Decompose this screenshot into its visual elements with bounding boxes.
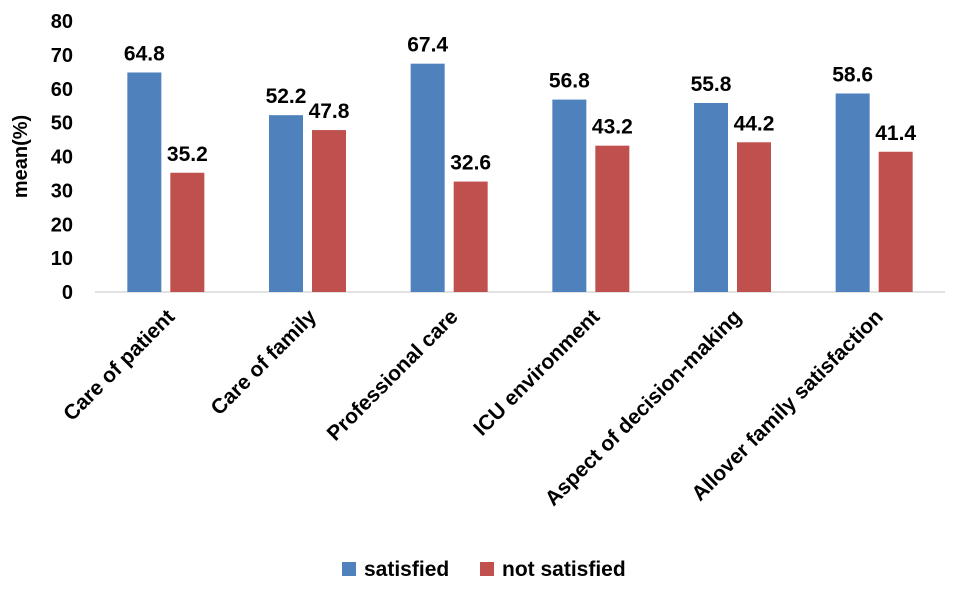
data-label: 35.2 — [167, 143, 208, 166]
data-label: 67.4 — [407, 34, 448, 57]
y-tick-label: 70 — [51, 45, 73, 67]
y-tick-label: 50 — [51, 113, 73, 135]
data-label: 58.6 — [832, 63, 873, 86]
data-label: 47.8 — [309, 100, 350, 123]
data-label: 52.2 — [266, 85, 307, 108]
category-label: Care of patient — [59, 305, 179, 425]
bar-satisfied-4 — [694, 102, 728, 292]
y-tick-label: 20 — [51, 214, 73, 236]
bar-satisfied-2 — [410, 63, 445, 293]
y-tick-label: 60 — [51, 79, 73, 101]
legend-label: not satisfied — [502, 558, 626, 581]
category-label: Professional care — [323, 305, 463, 445]
bar-not-satisfied-2 — [453, 181, 488, 292]
bar-satisfied-3 — [552, 99, 587, 292]
y-tick-label: 80 — [51, 11, 73, 33]
bar-satisfied-0 — [127, 72, 162, 293]
category-label: Care of family — [207, 305, 322, 420]
y-tick-label: 40 — [51, 147, 73, 169]
data-label: 32.6 — [450, 152, 491, 175]
bar-not-satisfied-0 — [170, 172, 205, 292]
bar-satisfied-5 — [835, 93, 870, 293]
category-label: ICU environment — [469, 305, 604, 440]
bar-not-satisfied-4 — [737, 142, 771, 292]
legend: satisfied not satisfied — [342, 558, 626, 581]
data-label: 64.8 — [124, 42, 165, 65]
y-tick-label: 0 — [62, 282, 73, 304]
data-label: 43.2 — [592, 116, 633, 139]
bar-satisfied-1 — [269, 115, 303, 292]
bar-not-satisfied-3 — [595, 145, 630, 292]
data-label: 56.8 — [549, 70, 590, 93]
bar-not-satisfied-5 — [878, 151, 913, 292]
legend-swatch — [342, 562, 356, 576]
data-label: 44.2 — [734, 112, 775, 135]
y-tick-label: 10 — [51, 248, 73, 270]
y-tick-label: 30 — [51, 180, 73, 202]
y-axis-label: mean(%) — [10, 115, 32, 198]
bars — [127, 63, 913, 293]
data-label: 41.4 — [875, 122, 916, 145]
y-axis-ticks: 0 10 20 30 40 50 60 70 80 — [51, 11, 73, 304]
legend-swatch — [480, 562, 494, 576]
legend-label: satisfied — [364, 558, 449, 581]
category-labels: Care of patient Care of family Professiona… — [59, 305, 888, 510]
data-label: 55.8 — [691, 73, 732, 96]
bar-not-satisfied-1 — [312, 130, 346, 292]
data-labels: 64.8 35.2 52.247.8 67.4 32.6 56.843.2 55.844.2… — [124, 34, 917, 175]
